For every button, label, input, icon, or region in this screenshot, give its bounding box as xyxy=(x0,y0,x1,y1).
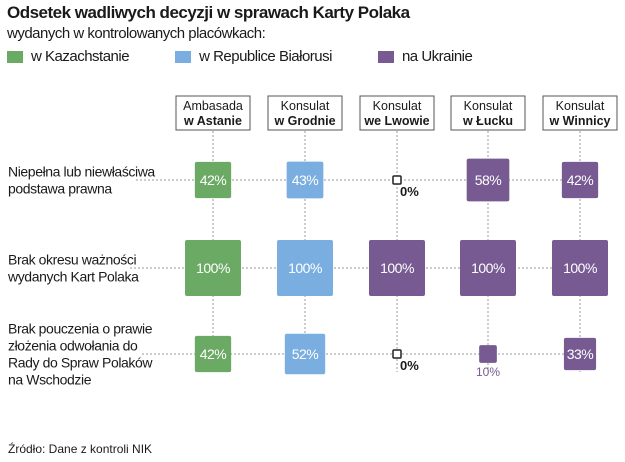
value-label: 10% xyxy=(476,365,500,379)
column-header-line1: Konsulat xyxy=(464,99,513,113)
column-header-box xyxy=(542,95,618,131)
value-label: 42% xyxy=(200,346,227,362)
legend-item-belarus: w Republice Białorusi xyxy=(175,48,332,65)
value-label: 33% xyxy=(567,346,594,362)
zero-square xyxy=(392,175,402,185)
column-header-box xyxy=(175,95,251,131)
value-square xyxy=(185,240,241,296)
value-square xyxy=(563,337,597,371)
value-square xyxy=(369,240,425,296)
column-header-box xyxy=(267,95,343,131)
row-label: wydanych Kart Polaka xyxy=(7,269,139,285)
column-header-line2: w Astanie xyxy=(183,114,242,128)
value-square xyxy=(460,240,516,296)
value-label: 100% xyxy=(196,260,230,276)
legend-swatch xyxy=(377,50,394,63)
column-header-box xyxy=(450,95,526,131)
column-header-line2: w Winnicy xyxy=(548,114,610,128)
value-square xyxy=(284,333,326,375)
legend-label: w Kazachstanie xyxy=(31,48,130,65)
legend-swatch xyxy=(7,50,23,63)
value-square xyxy=(466,158,510,202)
legend: w Kazachstanie w Republice Białorusi na … xyxy=(7,48,500,65)
zero-square xyxy=(392,349,402,359)
column-header-line2: w Łucku xyxy=(462,114,513,128)
value-label: 100% xyxy=(380,260,414,276)
value-square xyxy=(277,240,333,296)
column-header-line1: Ambasada xyxy=(183,99,243,113)
value-square xyxy=(552,240,608,296)
value-label: 0% xyxy=(400,358,419,373)
value-label: 100% xyxy=(563,260,597,276)
row-label: na Wschodzie xyxy=(8,372,92,388)
column-header-line1: Konsulat xyxy=(373,99,422,113)
column-header-line1: Konsulat xyxy=(281,99,330,113)
legend-item-kazakhstan: w Kazachstanie xyxy=(7,48,130,65)
value-label: 58% xyxy=(475,172,502,188)
value-label: 0% xyxy=(400,184,419,199)
legend-swatch xyxy=(175,50,192,63)
column-header-line2: we Lwowie xyxy=(363,114,429,128)
chart-title: Odsetek wadliwych decyzji w sprawach Kar… xyxy=(7,3,410,22)
legend-label: na Ukrainie xyxy=(401,48,473,65)
column-header-box xyxy=(359,95,435,131)
value-square xyxy=(286,161,324,199)
value-label: 100% xyxy=(471,260,505,276)
value-square xyxy=(479,345,497,363)
row-label: Brak okresu ważności xyxy=(8,252,136,268)
value-label: 42% xyxy=(200,172,227,188)
column-header-line2: w Grodnie xyxy=(273,114,335,128)
column-header-line1: Konsulat xyxy=(556,99,605,113)
value-square xyxy=(561,161,599,199)
chart-subtitle: wydanych w kontrolowanych placówkach: xyxy=(7,25,266,42)
value-label: 52% xyxy=(292,346,319,362)
value-label: 42% xyxy=(567,172,594,188)
legend-item-ukraine: na Ukrainie xyxy=(377,48,473,65)
legend-label: w Republice Białorusi xyxy=(199,48,332,65)
row-label: Rady do Spraw Polaków xyxy=(8,355,153,371)
row-label: Niepełna lub niewłaściwa xyxy=(8,164,155,180)
row-label: podstawa prawna xyxy=(8,181,112,197)
value-label: 100% xyxy=(288,260,322,276)
value-label: 43% xyxy=(292,172,319,188)
row-label: Brak pouczenia o prawie xyxy=(8,321,153,337)
source-note: Źródło: Dane z kontroli NIK xyxy=(8,442,153,456)
row-label: złożenia odwołania do xyxy=(8,338,138,354)
value-square xyxy=(194,161,232,199)
value-square xyxy=(194,335,232,373)
